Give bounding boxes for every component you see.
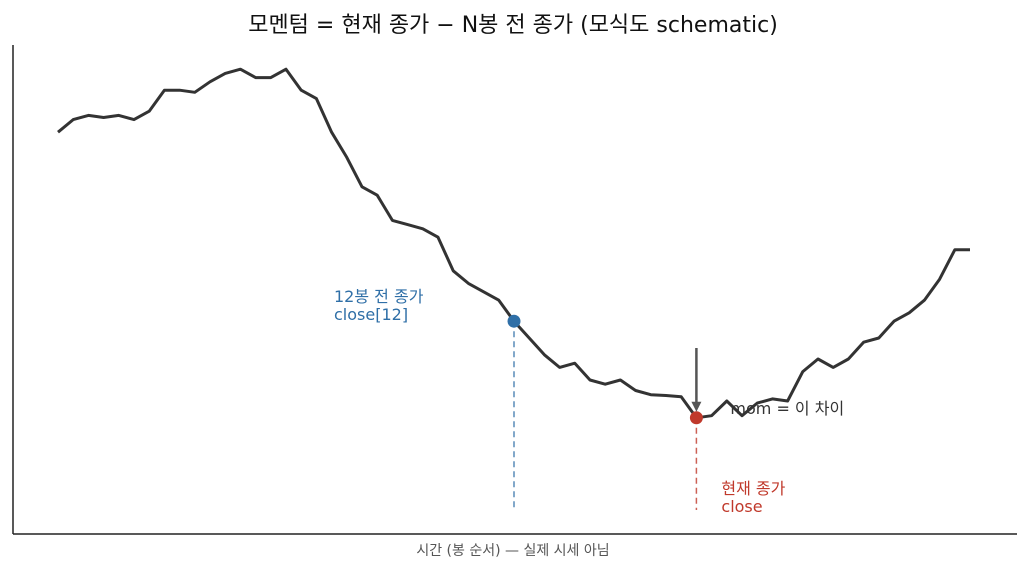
x-axis-label: 시간 (봉 순서) — 실제 시세 아님	[416, 543, 609, 559]
difference-arrow-head	[691, 401, 702, 412]
current-label-line-2: close	[721, 497, 762, 516]
current-label-line-1: 현재 종가	[721, 479, 785, 498]
chart-title: 모멘텀 = 현재 종가 − N봉 전 종가 (모식도 schematic)	[248, 13, 778, 38]
current-point	[689, 411, 703, 425]
n_bars_ago-point	[507, 314, 521, 328]
n_bars_ago-label-line-1: 12봉 전 종가	[334, 287, 424, 306]
n_bars_ago-label-line-2: close[12]	[334, 305, 408, 324]
difference-annotation: mom = 이 차이	[730, 399, 844, 418]
